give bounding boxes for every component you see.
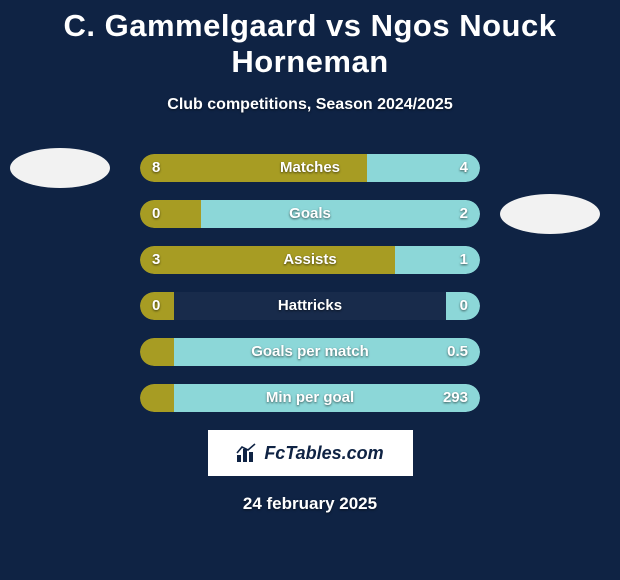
bar-track (140, 338, 480, 366)
comparison-chart: Matches84 Goals02 Assists31 Hattricks00 Goal… (0, 154, 620, 412)
stat-row: Goals02 (0, 200, 620, 228)
stat-row: Min per goal293 (0, 384, 620, 412)
bar-track (140, 154, 480, 182)
bar-right (174, 384, 480, 412)
bar-track (140, 200, 480, 228)
source-badge-text: FcTables.com (264, 443, 383, 464)
source-badge: FcTables.com (208, 430, 413, 476)
stat-row: Assists31 (0, 246, 620, 274)
bar-left (140, 200, 201, 228)
bar-track (140, 384, 480, 412)
player-avatar-left (10, 148, 110, 188)
bar-chart-icon (236, 443, 258, 463)
subtitle: Club competitions, Season 2024/2025 (0, 96, 620, 114)
bar-left (140, 292, 174, 320)
bar-right (446, 292, 480, 320)
bar-left (140, 246, 395, 274)
bar-right (395, 246, 480, 274)
bar-track (140, 246, 480, 274)
bar-left (140, 338, 174, 366)
stat-row: Matches84 (0, 154, 620, 182)
page-title: C. Gammelgaard vs Ngos Nouck Horneman (0, 0, 620, 80)
player-avatar-right (500, 194, 600, 234)
date-label: 24 february 2025 (0, 494, 620, 514)
bar-right (367, 154, 480, 182)
bar-left (140, 384, 174, 412)
stat-row: Hattricks00 (0, 292, 620, 320)
bar-track (140, 292, 480, 320)
stat-row: Goals per match0.5 (0, 338, 620, 366)
bar-right (174, 338, 480, 366)
bar-right (201, 200, 480, 228)
bar-left (140, 154, 367, 182)
